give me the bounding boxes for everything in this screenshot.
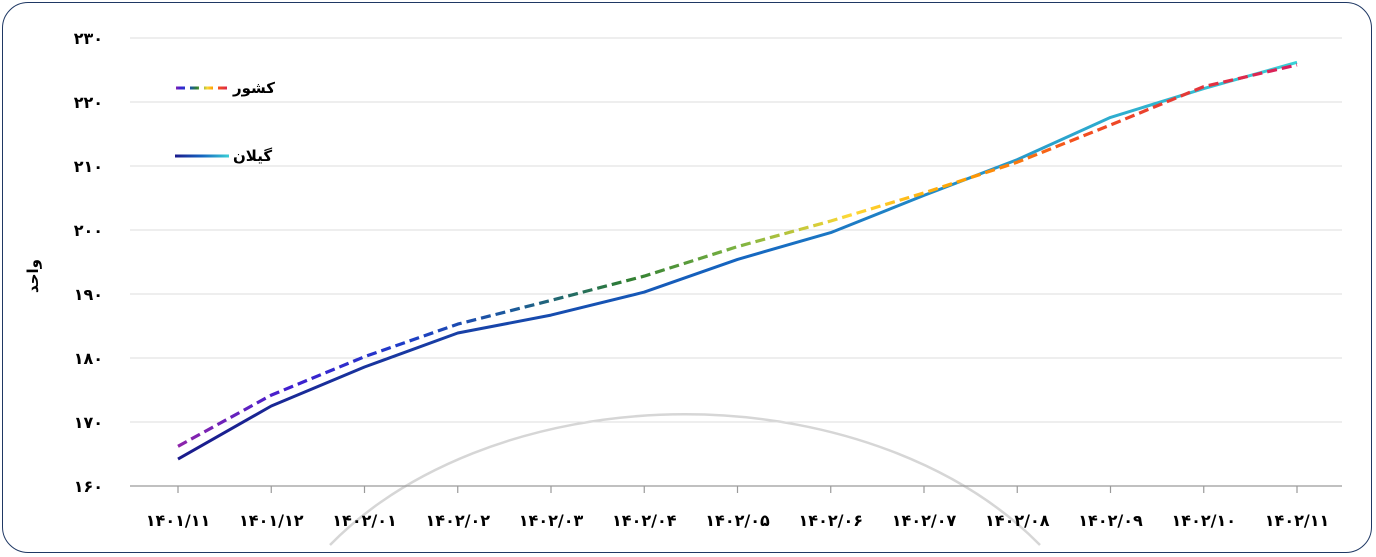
y-tick-label: ۲۲۰ — [74, 93, 103, 112]
x-tick-label: ۱۴۰۲/۰۸ — [985, 511, 1050, 530]
x-tick-label: ۱۴۰۲/۰۵ — [705, 511, 770, 530]
x-tick-label: ۱۴۰۲/۰۹ — [1078, 511, 1143, 530]
data-point-gilan — [549, 313, 553, 317]
y-tick-label: ۱۹۰ — [74, 285, 103, 304]
x-tick-label: ۱۴۰۲/۰۲ — [426, 511, 491, 530]
x-tick-label: ۱۴۰۱/۱۲ — [239, 511, 304, 530]
data-point-country — [736, 245, 740, 249]
data-point-country — [176, 444, 180, 448]
y-tick-label: ۲۳۰ — [74, 29, 103, 48]
legend: کشور گیلان — [175, 79, 275, 165]
series-line-country — [177, 63, 1298, 448]
data-point-gilan — [363, 365, 367, 369]
data-point-gilan — [922, 193, 926, 197]
legend-label-gilan: گیلان — [233, 147, 272, 165]
grid-lines — [130, 37, 1342, 423]
x-tick-label: ۱۴۰۲/۰۱ — [332, 511, 396, 530]
data-point-country — [642, 274, 646, 278]
x-tick-label: ۱۴۰۲/۰۴ — [612, 511, 677, 530]
data-point-gilan — [642, 290, 646, 294]
series-line-gilan — [177, 60, 1298, 461]
data-point-country — [829, 219, 833, 223]
data-point-country — [269, 393, 273, 397]
data-point-gilan — [1295, 60, 1299, 64]
data-point-gilan — [1015, 158, 1019, 162]
legend-label-country: کشور — [232, 79, 275, 97]
x-tick-label: ۱۴۰۲/۰۶ — [799, 511, 863, 530]
data-point-gilan — [456, 331, 460, 335]
x-tick-labels: ۱۴۰۱/۱۱ ۱۴۰۱/۱۲ ۱۴۰۲/۰۱ ۱۴۰۲/۰۲ ۱۴۰۲/۰۳ ۱۴۰۲/… — [146, 511, 1329, 530]
data-point-gilan — [1109, 115, 1113, 119]
data-point-country — [1109, 123, 1113, 127]
data-point-gilan — [1202, 87, 1206, 91]
x-tick-label: ۱۴۰۲/۰۳ — [519, 511, 584, 530]
y-tick-label: ۱۷۰ — [74, 413, 103, 432]
data-point-gilan — [176, 457, 180, 461]
data-point-country — [549, 298, 553, 302]
axes — [130, 485, 1342, 493]
data-point-country — [363, 355, 367, 359]
series-lines — [176, 60, 1299, 461]
x-tick-label: ۱۴۰۱/۱۱ — [146, 511, 210, 530]
y-tick-label: ۲۱۰ — [74, 157, 103, 176]
x-tick-label: ۱۴۰۲/۱۰ — [1172, 511, 1236, 530]
watermark-arc — [329, 413, 1041, 546]
x-tick-label: ۱۴۰۲/۱۱ — [1265, 511, 1329, 530]
y-tick-label: ۲۰۰ — [74, 221, 103, 240]
y-tick-labels: ۱۶۰ ۱۷۰ ۱۸۰ ۱۹۰ ۲۰۰ ۲۱۰ ۲۲۰ ۲۳۰ — [74, 29, 103, 496]
data-point-gilan — [269, 404, 273, 408]
y-tick-label: ۱۸۰ — [74, 349, 103, 368]
y-tick-label: ۱۶۰ — [74, 477, 103, 496]
data-point-gilan — [736, 257, 740, 261]
data-point-gilan — [829, 231, 833, 235]
y-axis-label: واحد — [24, 259, 42, 293]
data-point-country — [456, 322, 460, 326]
x-tick-label: ۱۴۰۲/۰۷ — [892, 511, 957, 530]
